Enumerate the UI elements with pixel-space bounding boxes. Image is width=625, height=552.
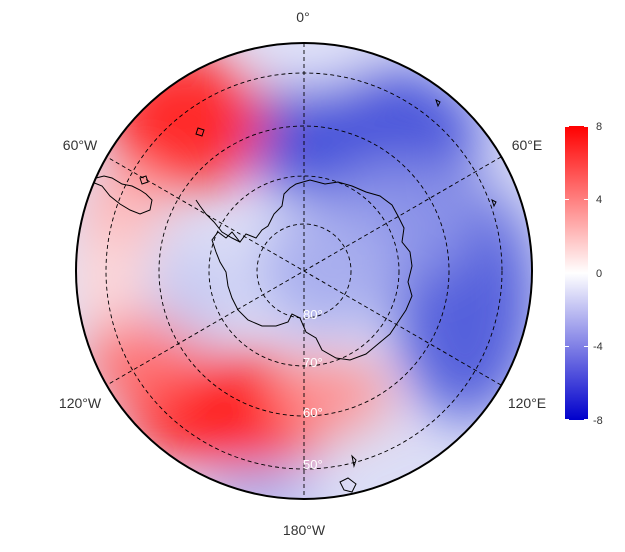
colorbar-tick-0: 0 — [596, 268, 602, 280]
anomaly-field — [76, 43, 532, 499]
coastlines — [91, 99, 497, 493]
colorbar-tick-8: 8 — [596, 121, 602, 133]
lon-label-120w: 120°W — [59, 395, 102, 411]
lat-label-80: 80° — [303, 307, 323, 322]
lon-label-180: 180°W — [283, 522, 326, 538]
colorbar-tick-4: 4 — [596, 194, 602, 206]
sub-antarctic-islands — [435, 99, 497, 208]
colorbar-gradient — [565, 126, 588, 420]
lat-label-60: 60° — [303, 405, 323, 420]
lat-label-50: 50° — [303, 457, 323, 472]
lon-label-60e: 60°E — [512, 137, 543, 153]
graticule — [105, 43, 503, 499]
lon-label-0: 0° — [296, 9, 309, 25]
lon-label-60w: 60°W — [63, 137, 98, 153]
map-boundary — [75, 42, 533, 500]
antarctica-coastline — [211, 179, 413, 361]
new-zealand-coastline — [339, 454, 357, 493]
lat-label-70: 70° — [303, 355, 323, 370]
meridian-120e-60w — [106, 156, 502, 386]
colorbar-tick-neg8: -8 — [593, 415, 603, 427]
colorbar-tick-neg4: -4 — [593, 341, 603, 353]
colorbar: 8 4 0 -4 -8 — [565, 121, 603, 427]
lon-label-120e: 120°E — [508, 395, 546, 411]
antarctic-peninsula — [195, 199, 241, 243]
south-america-islands — [139, 127, 205, 185]
south-america-coastline — [91, 175, 153, 215]
